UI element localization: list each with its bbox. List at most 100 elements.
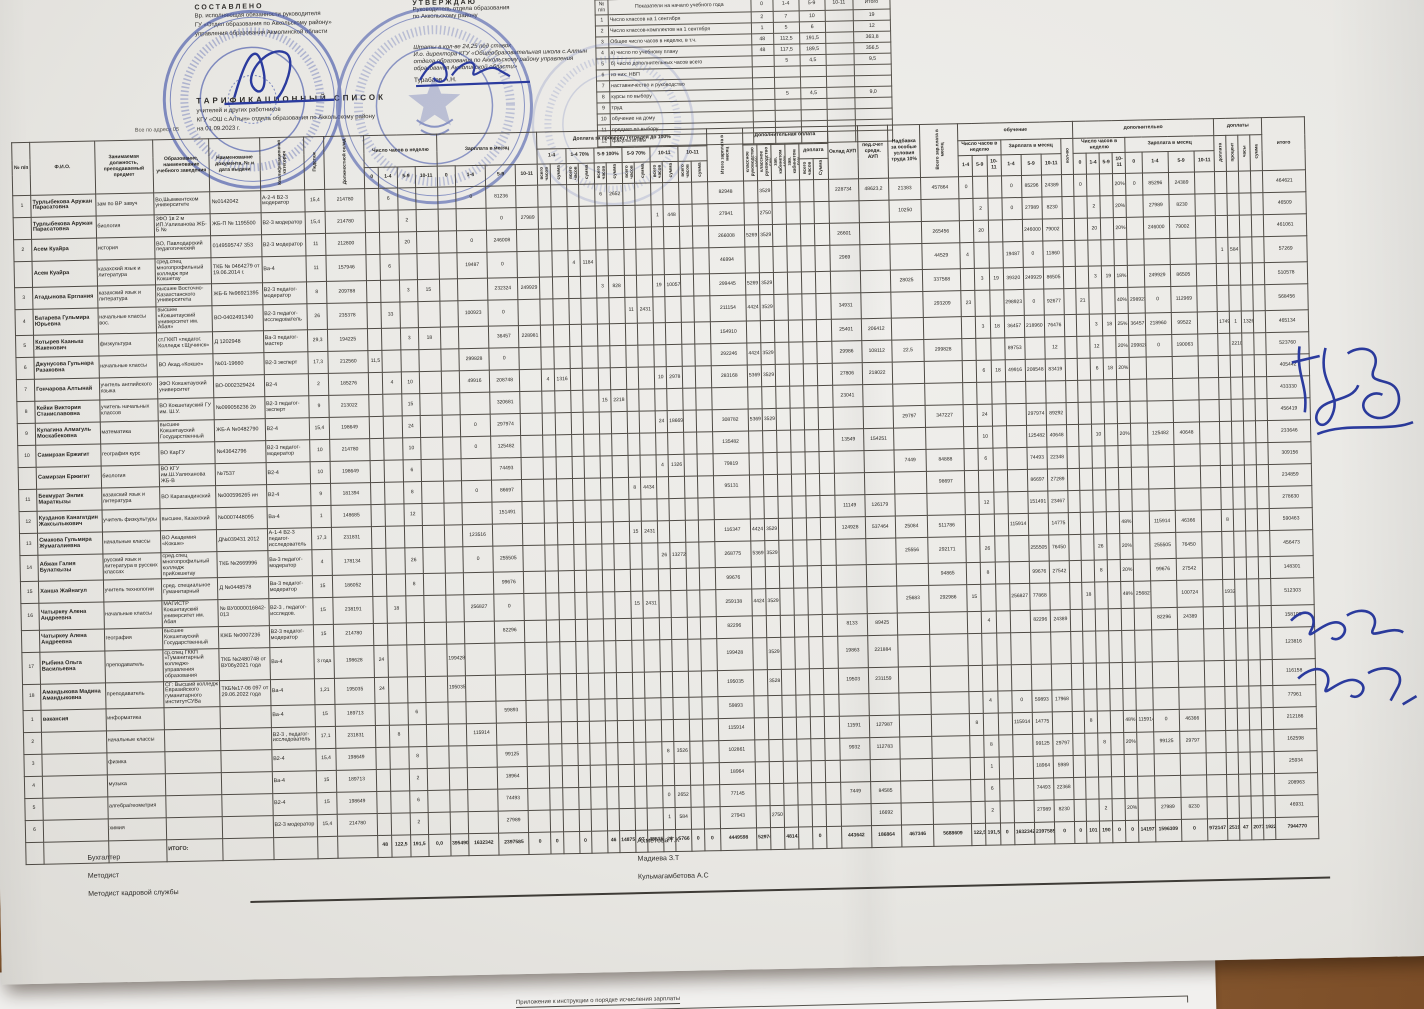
cell bbox=[442, 459, 462, 482]
cell bbox=[959, 198, 974, 221]
cell bbox=[794, 636, 810, 669]
cell: ТКБ № 0464279 от 19.06.2014 г. bbox=[211, 256, 263, 284]
cell: А-2-4 В2-3 модератор bbox=[260, 189, 306, 213]
cell bbox=[692, 247, 710, 275]
cell bbox=[658, 569, 672, 592]
cell bbox=[680, 247, 693, 275]
cell bbox=[636, 248, 653, 276]
cell bbox=[673, 697, 690, 720]
cell bbox=[539, 276, 553, 300]
cell bbox=[788, 293, 803, 321]
cell: В2-4 bbox=[266, 484, 311, 507]
cell: 15,4 bbox=[317, 814, 338, 837]
cell bbox=[526, 699, 549, 723]
cell bbox=[1107, 533, 1121, 561]
cell bbox=[688, 670, 702, 698]
cell: 0 bbox=[1112, 820, 1127, 843]
cell: 195035 bbox=[717, 669, 754, 697]
cell bbox=[806, 495, 821, 519]
cell bbox=[1130, 379, 1147, 402]
column-header: сумма bbox=[634, 161, 651, 184]
column-header: 10-11 bbox=[650, 146, 679, 162]
cell: 20% bbox=[1124, 732, 1138, 755]
cell: 292246 bbox=[710, 343, 748, 367]
cell: 48% bbox=[1123, 710, 1138, 733]
cell: сред.спец многопрофильный колледж приКок… bbox=[160, 551, 218, 580]
column-header: классное руководство 100% bbox=[742, 144, 758, 181]
column-header: 10-11 bbox=[678, 145, 707, 162]
cell bbox=[1256, 442, 1269, 466]
cell bbox=[685, 498, 698, 521]
cell bbox=[1005, 403, 1027, 427]
cell bbox=[796, 738, 812, 761]
cell bbox=[449, 811, 469, 834]
cell: 189713 bbox=[335, 703, 376, 727]
cell bbox=[1133, 559, 1151, 582]
cell: 17,1 bbox=[315, 726, 336, 749]
cell: 8230 bbox=[1041, 196, 1063, 219]
cell: 4424 bbox=[750, 518, 765, 542]
cell bbox=[671, 616, 689, 640]
cell bbox=[753, 695, 769, 718]
cell bbox=[801, 245, 816, 272]
cell bbox=[820, 495, 835, 518]
cell: 19487 bbox=[1002, 241, 1024, 268]
cell bbox=[438, 252, 458, 280]
cell: 1 bbox=[984, 756, 1000, 780]
cell: 46994 bbox=[708, 246, 746, 274]
cell bbox=[421, 481, 444, 504]
cell bbox=[889, 221, 922, 245]
cell: 185276 bbox=[328, 372, 370, 396]
cell bbox=[1227, 192, 1240, 216]
column-header: Число часов в неделю bbox=[363, 134, 437, 168]
cell: 33 bbox=[381, 302, 400, 329]
cell: 19 bbox=[652, 274, 666, 297]
cell: 0 bbox=[1001, 175, 1022, 198]
cell bbox=[1097, 710, 1112, 733]
cell: 21 bbox=[1075, 288, 1090, 315]
cell: 0 bbox=[455, 186, 487, 209]
cell: 6 bbox=[1090, 358, 1104, 381]
cell bbox=[384, 438, 403, 461]
cell bbox=[701, 718, 719, 741]
cell bbox=[771, 180, 787, 203]
cell bbox=[815, 245, 830, 272]
cell: Атадынова Ерглания bbox=[32, 286, 98, 310]
cell bbox=[1064, 314, 1077, 337]
cell: СГ: Высший колледж Евразийского гуманита… bbox=[163, 680, 221, 708]
cell bbox=[807, 539, 822, 567]
cell bbox=[702, 740, 719, 763]
cell: 8133 bbox=[836, 613, 868, 636]
cell bbox=[812, 804, 827, 827]
cell: 8 bbox=[628, 477, 642, 500]
cell bbox=[997, 712, 1013, 735]
cell bbox=[1235, 605, 1248, 628]
cell bbox=[603, 640, 617, 673]
cell bbox=[681, 322, 695, 345]
cell: 0 bbox=[1022, 240, 1044, 268]
cell: 6 bbox=[407, 702, 427, 725]
cell bbox=[607, 249, 625, 276]
cell bbox=[546, 593, 559, 620]
cell bbox=[930, 665, 970, 693]
cell bbox=[442, 437, 461, 460]
cell: 0 bbox=[579, 831, 592, 854]
cell bbox=[546, 619, 560, 642]
cell bbox=[605, 742, 619, 765]
cell: 20774 bbox=[1251, 817, 1265, 840]
cell: 154251 bbox=[863, 428, 894, 451]
cell: 11 bbox=[18, 489, 38, 512]
cell bbox=[423, 573, 446, 597]
cell bbox=[822, 587, 837, 615]
annex-cell: 7 bbox=[772, 10, 800, 23]
cell bbox=[700, 638, 718, 671]
cell: 127987 bbox=[869, 714, 900, 738]
cell bbox=[611, 455, 629, 479]
cell: ВО-0402491340 bbox=[212, 304, 264, 332]
cell: 15,4 bbox=[315, 748, 337, 771]
cell: 0 bbox=[1000, 822, 1015, 845]
cell bbox=[582, 390, 600, 413]
cell bbox=[550, 206, 568, 229]
cell: Батарева Гульмира Юрьевна bbox=[33, 308, 99, 336]
cell: казахский язык и литература bbox=[97, 284, 156, 309]
